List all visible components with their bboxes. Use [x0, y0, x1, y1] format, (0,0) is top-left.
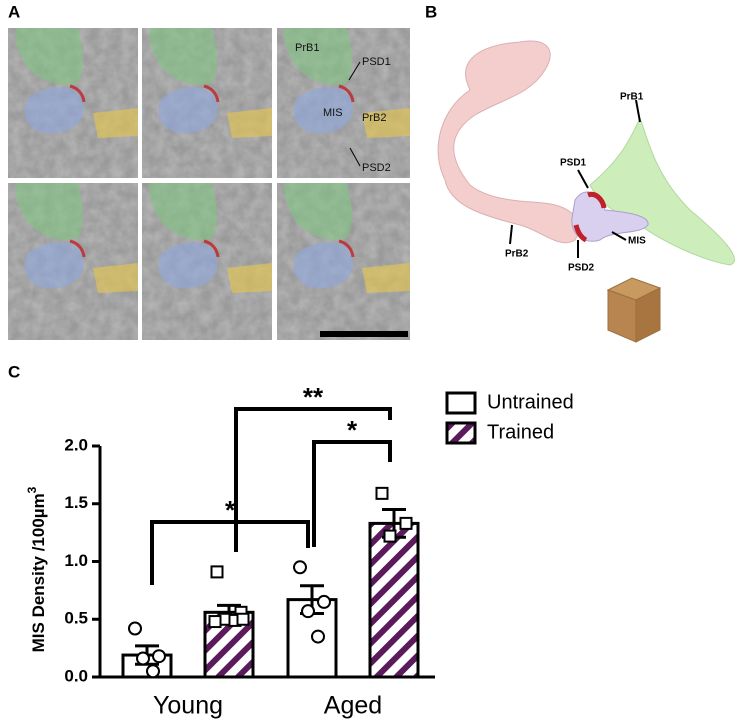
- blue-region: [24, 87, 84, 134]
- em-label: PrB2: [362, 112, 386, 124]
- render-arrow: [611, 231, 627, 241]
- yellow-region: [227, 108, 272, 138]
- green-region: [15, 28, 83, 85]
- data-point: [383, 529, 397, 543]
- em-label: PSD1: [362, 56, 391, 68]
- yellow-region: [362, 263, 410, 293]
- significance-bracket: [312, 440, 392, 547]
- render-label: PrB1: [620, 92, 644, 103]
- psd-region: [338, 239, 355, 258]
- significance-bracket: [234, 407, 392, 552]
- data-point: [293, 560, 307, 575]
- y-tick-label: 2.0: [64, 435, 88, 454]
- data-point: [399, 516, 413, 530]
- data-point: [311, 629, 325, 644]
- prb1-render: [589, 116, 735, 266]
- em-label: PrB1: [295, 42, 319, 54]
- render-arrow: [577, 169, 589, 189]
- prb2-render: [437, 40, 580, 244]
- significance-bracket: [150, 520, 310, 585]
- blue-region: [158, 242, 218, 289]
- yellow-region: [93, 263, 138, 293]
- scale-bar: [320, 331, 408, 337]
- render-label: PSD2: [568, 263, 595, 274]
- psd-region: [203, 84, 220, 103]
- yellow-region: [227, 263, 272, 293]
- render-arrow: [509, 224, 513, 245]
- green-region: [284, 28, 352, 85]
- legend-swatch: [445, 391, 477, 415]
- green-region: [15, 183, 83, 240]
- significance-label: **: [303, 382, 324, 412]
- data-point: [236, 612, 250, 626]
- psd-region: [69, 84, 86, 103]
- green-region: [149, 183, 217, 240]
- render-arrow: [635, 99, 641, 123]
- y-axis-label-sup: 3: [25, 486, 39, 493]
- blue-region: [158, 87, 218, 134]
- x-tick-label: Aged: [324, 692, 382, 720]
- significance-label: *: [225, 495, 236, 525]
- blue-region: [24, 242, 84, 289]
- y-tick-label: 0.5: [64, 609, 88, 628]
- data-point: [128, 621, 142, 636]
- data-point: [375, 486, 389, 500]
- psd-region: [203, 239, 220, 258]
- y-axis-label: MIS Density /100µm3: [25, 486, 48, 652]
- bar-chart: 0.0 0.5 1.0 1.5 2.0 MIS Density /100µm3 Young A…: [25, 382, 574, 720]
- y-tick-label: 0.0: [64, 666, 88, 685]
- yellow-region: [93, 108, 138, 138]
- render-label: PrB2: [505, 249, 529, 260]
- render-panel: PrB1 PSD1 PrB2 PSD2 MIS: [437, 40, 735, 343]
- scale-cube-side: [635, 287, 661, 343]
- render-label: PSD1: [560, 158, 587, 169]
- yellow-region: [362, 108, 410, 138]
- legend-swatch: [445, 421, 477, 445]
- y-tick-label: 1.5: [64, 493, 88, 512]
- bar: [368, 521, 420, 679]
- render-label: MIS: [628, 236, 646, 247]
- green-region: [149, 28, 217, 85]
- data-point: [208, 615, 222, 629]
- y-tick-label: 1.0: [64, 551, 88, 570]
- data-point: [210, 565, 224, 579]
- significance-label: *: [347, 415, 358, 445]
- y-axis-label-text: MIS Density /100µm: [29, 493, 48, 652]
- panel-label: C: [8, 362, 20, 381]
- psd-render: [573, 191, 607, 243]
- data-point: [136, 651, 150, 666]
- legend-label: Untrained: [487, 391, 574, 413]
- em-panel: PrB1 PSD1 MIS PrB2 PSD2: [8, 28, 410, 340]
- panel-label: B: [425, 2, 437, 21]
- psd-region: [338, 84, 355, 103]
- psd-region: [69, 239, 86, 258]
- x-tick-label: Young: [153, 692, 223, 720]
- legend-label: Trained: [487, 421, 554, 443]
- data-point: [301, 604, 315, 619]
- em-label: PSD2: [362, 162, 391, 174]
- em-pointer: [349, 147, 361, 167]
- em-pointer: [348, 61, 361, 81]
- data-point: [152, 649, 166, 664]
- em-label: MIS: [323, 107, 343, 119]
- blue-region: [293, 242, 353, 289]
- blue-region: [293, 87, 353, 134]
- green-region: [284, 183, 352, 240]
- panel-label: A: [8, 2, 20, 21]
- data-point: [146, 664, 160, 679]
- data-point: [317, 594, 331, 609]
